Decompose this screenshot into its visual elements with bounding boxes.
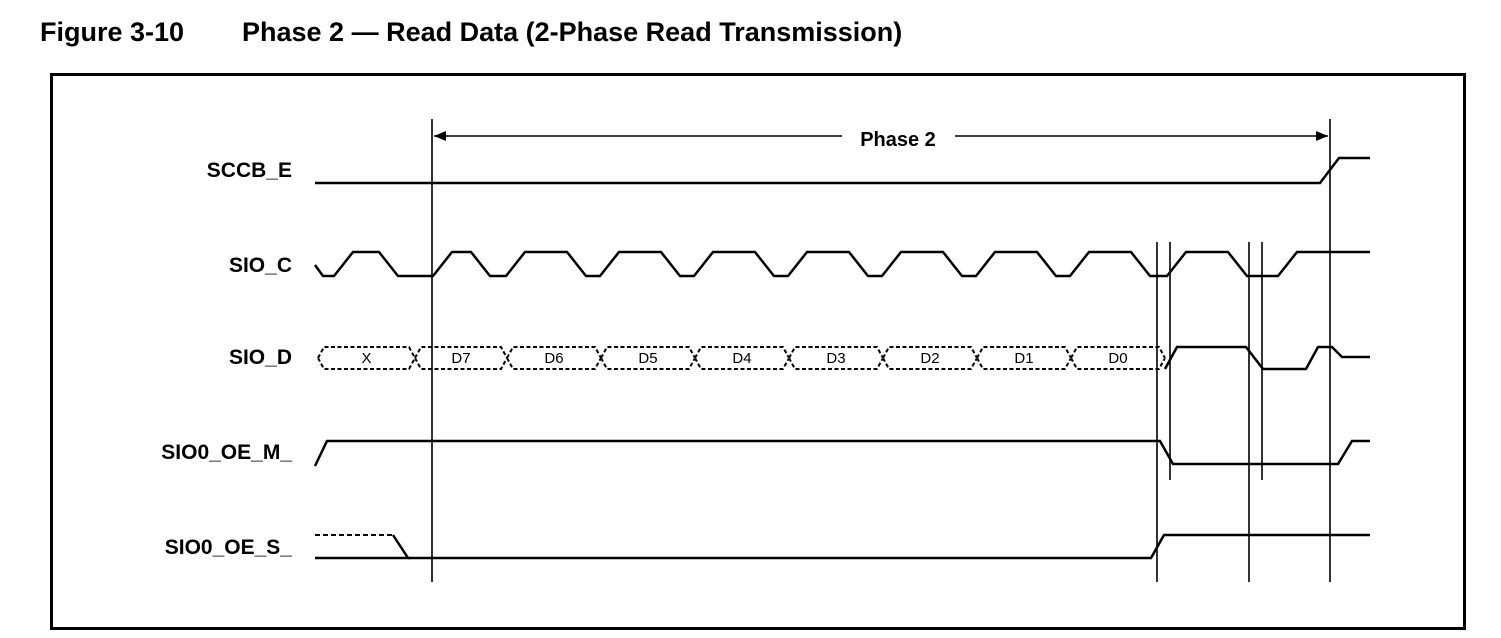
phase-span: Phase 2 xyxy=(434,129,1328,151)
sio-d-byte-cell xyxy=(694,346,790,370)
sio-d-byte-cell xyxy=(1070,346,1166,370)
sio-d-byte-label: D3 xyxy=(826,350,845,367)
sio0-oe-s-transition xyxy=(315,534,411,560)
sio-d-byte-cell xyxy=(788,346,884,370)
signal-label-sio0-oe-s: SIO0_OE_S_ xyxy=(165,536,293,559)
sio-c-waveform xyxy=(313,250,1370,278)
sio-d-byte-cell xyxy=(976,346,1072,370)
sio-d-byte-cell xyxy=(600,346,696,370)
sio-d-byte-cell xyxy=(506,346,602,370)
signal-label-sio-c: SIO_C xyxy=(229,254,292,277)
signal-label-sccb-e: SCCB_E xyxy=(207,159,292,182)
sio-d-byte-label: D0 xyxy=(1108,350,1127,367)
sio-d-bus: X D7 D6 D5 D4 D3 D2 D1 D0 xyxy=(317,346,1166,370)
signal-label-sio0-oe-m: SIO0_OE_M_ xyxy=(161,441,292,464)
phase-label: Phase 2 xyxy=(860,129,936,151)
sccb-e-waveform xyxy=(315,156,1370,185)
sio-d-byte-label: X xyxy=(361,350,371,367)
sio-d-byte-label: D1 xyxy=(1014,350,1033,367)
sio-d-byte-label: D4 xyxy=(732,350,751,367)
reference-lines xyxy=(431,119,1331,582)
sio-d-byte-cell xyxy=(317,346,416,370)
diagram-frame xyxy=(50,73,1466,630)
figure-title: Figure 3-10 Phase 2 — Read Data (2-Phase … xyxy=(40,12,902,52)
sio-d-waveform xyxy=(1163,345,1370,371)
sio0-oe-s-waveform xyxy=(408,533,1370,560)
sio-d-byte-cell xyxy=(882,346,978,370)
sio-d-byte-cell xyxy=(414,346,508,370)
sio-d-byte-label: D2 xyxy=(920,350,939,367)
sio-d-byte-label: D5 xyxy=(638,350,657,367)
signal-label-sio-d: SIO_D xyxy=(229,346,292,369)
figure-caption: Phase 2 — Read Data (2-Phase Read Transm… xyxy=(242,17,903,47)
figure-number: Figure 3-10 xyxy=(40,17,185,47)
sio-d-byte-label: D7 xyxy=(451,350,470,367)
sio0-oe-m-waveform xyxy=(313,439,1370,467)
sio-d-byte-label: D6 xyxy=(544,350,563,367)
